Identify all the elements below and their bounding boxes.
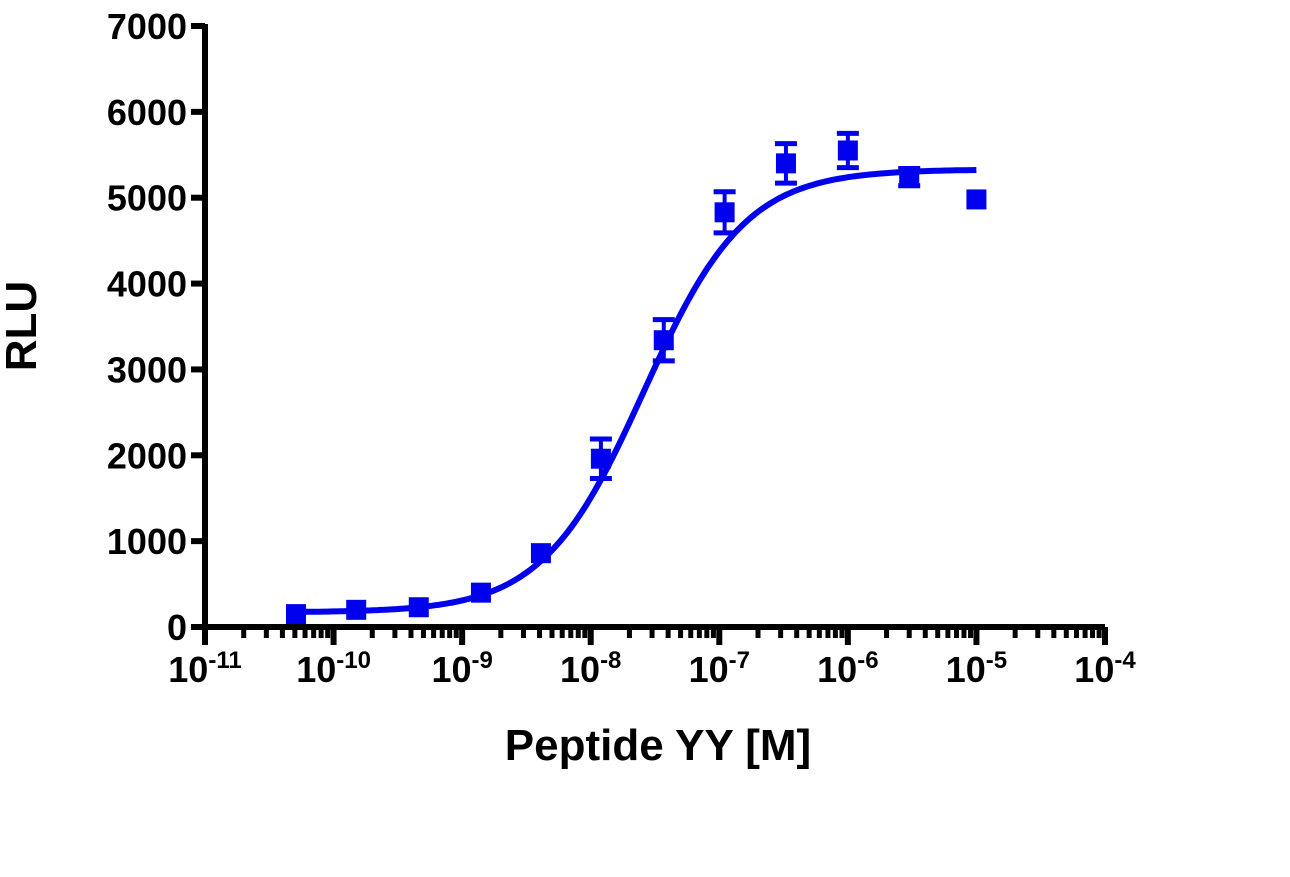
- axes: 0 1000 2000 3000 4000 5000 6000 7000 10-11 10-10 1…: [107, 6, 1136, 690]
- x-tick-label: 10-5: [946, 647, 1007, 690]
- x-tick-label: 10-4: [1074, 647, 1136, 690]
- data-point: [837, 140, 858, 161]
- y-tick-label: 7000: [107, 6, 187, 47]
- x-tick-label: 10-7: [689, 647, 750, 690]
- data-point: [966, 189, 987, 210]
- data-point: [408, 597, 429, 618]
- y-tick-label: 2000: [107, 435, 187, 476]
- data-point: [346, 599, 367, 620]
- data-point: [470, 582, 491, 603]
- x-axis-label: Peptide YY [M]: [505, 721, 811, 770]
- data-point: [530, 543, 551, 564]
- x-tick-label: 10-9: [431, 647, 492, 690]
- data-point: [775, 153, 796, 174]
- x-tick-label: 10-10: [296, 647, 371, 690]
- x-tick-label: 10-8: [560, 647, 621, 690]
- data-point: [899, 167, 920, 188]
- data-point: [653, 330, 674, 351]
- data-point: [714, 202, 735, 223]
- y-tick-label: 4000: [107, 264, 187, 305]
- x-tick-label: 10-6: [817, 647, 878, 690]
- data-point: [285, 604, 306, 625]
- data-point: [590, 448, 611, 469]
- y-axis-label: RLU: [0, 281, 46, 371]
- y-tick-label: 6000: [107, 92, 187, 133]
- fit-curve: [296, 167, 977, 615]
- x-tick-label: 10-11: [168, 647, 241, 690]
- y-tick-label: 0: [167, 607, 187, 648]
- y-tick-label: 5000: [107, 178, 187, 219]
- y-tick-label: 1000: [107, 521, 187, 562]
- plot-area: [285, 130, 987, 625]
- y-tick-label: 3000: [107, 349, 187, 390]
